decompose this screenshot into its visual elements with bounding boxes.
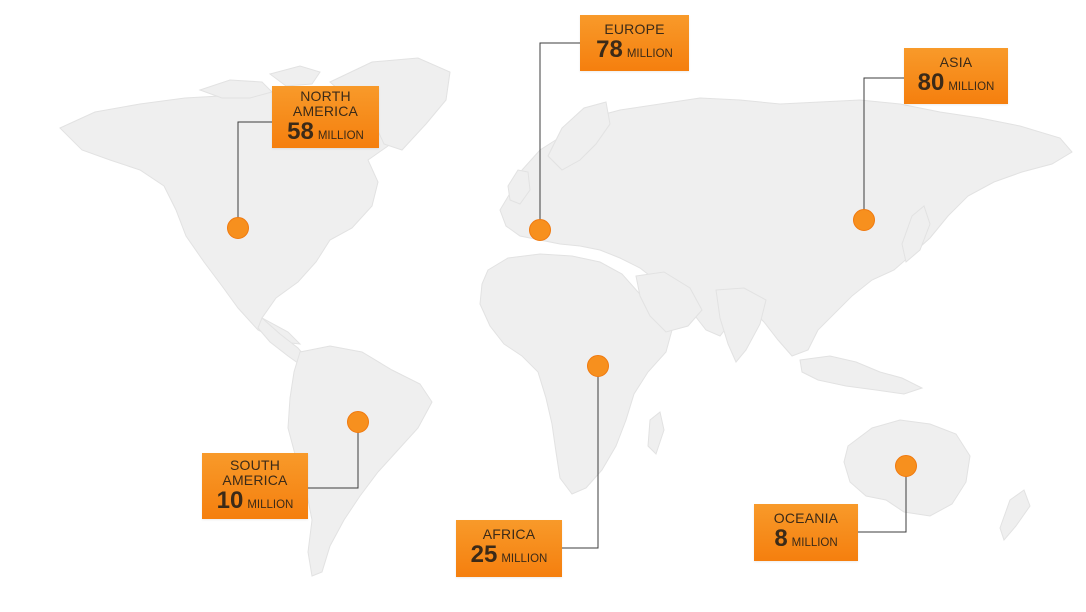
region-name: ASIA [939,54,973,70]
region-stat: 8 MILLION [754,527,858,551]
landmass-japan [901,205,931,263]
leader-line-europe [539,42,580,230]
landmass-south-america [287,345,433,577]
region-stat: 10 MILLION [202,489,308,513]
landmass-british-isles [507,169,531,205]
marker-north-america[interactable] [227,217,249,239]
region-unit: MILLION [948,81,995,93]
region-stat: 25 MILLION [456,543,562,567]
region-unit: MILLION [317,130,364,142]
leader-line-north-america [237,121,272,228]
callout-africa[interactable]: AFRICA 25 MILLION [456,520,562,577]
region-value: 10 [216,487,244,514]
region-value: 25 [470,541,498,568]
leader-line-africa [562,366,599,549]
leader-line-south-america [308,422,359,489]
leader-line-asia [863,77,904,220]
marker-oceania[interactable] [895,455,917,477]
landmass-india [715,287,767,363]
region-name: SOUTH AMERICA [222,457,288,488]
region-unit: MILLION [247,499,294,511]
marker-europe[interactable] [529,219,551,241]
region-stat: 78 MILLION [580,38,689,62]
region-unit: MILLION [626,48,673,60]
region-unit: MILLION [791,537,838,549]
region-stat: 80 MILLION [904,71,1008,95]
callout-south-america[interactable]: SOUTH AMERICA 10 MILLION [202,453,308,519]
region-name: AFRICA [482,526,536,542]
callout-oceania[interactable]: OCEANIA 8 MILLION [754,504,858,561]
leader-line-oceania [858,466,907,533]
region-stat: 58 MILLION [272,120,379,144]
region-name: NORTH AMERICA [292,88,359,119]
landmass-indonesia [799,355,924,395]
region-name: EUROPE [604,21,665,37]
region-value: 78 [596,36,623,63]
region-value: 80 [917,69,945,96]
landmass-africa [479,253,673,495]
landmass-new-zealand [999,489,1031,541]
marker-africa[interactable] [587,355,609,377]
region-value: 58 [287,118,314,145]
region-value: 8 [774,525,788,552]
region-name: OCEANIA [773,510,839,526]
marker-asia[interactable] [853,209,875,231]
region-unit: MILLION [501,553,548,565]
landmass-madagascar [647,411,665,455]
callout-asia[interactable]: ASIA 80 MILLION [904,48,1008,104]
landmass-arabia [635,271,703,333]
marker-south-america[interactable] [347,411,369,433]
landmass-scandinavia [547,101,611,171]
callout-north-america[interactable]: NORTH AMERICA 58 MILLION [272,86,379,148]
callout-europe[interactable]: EUROPE 78 MILLION [580,15,689,71]
